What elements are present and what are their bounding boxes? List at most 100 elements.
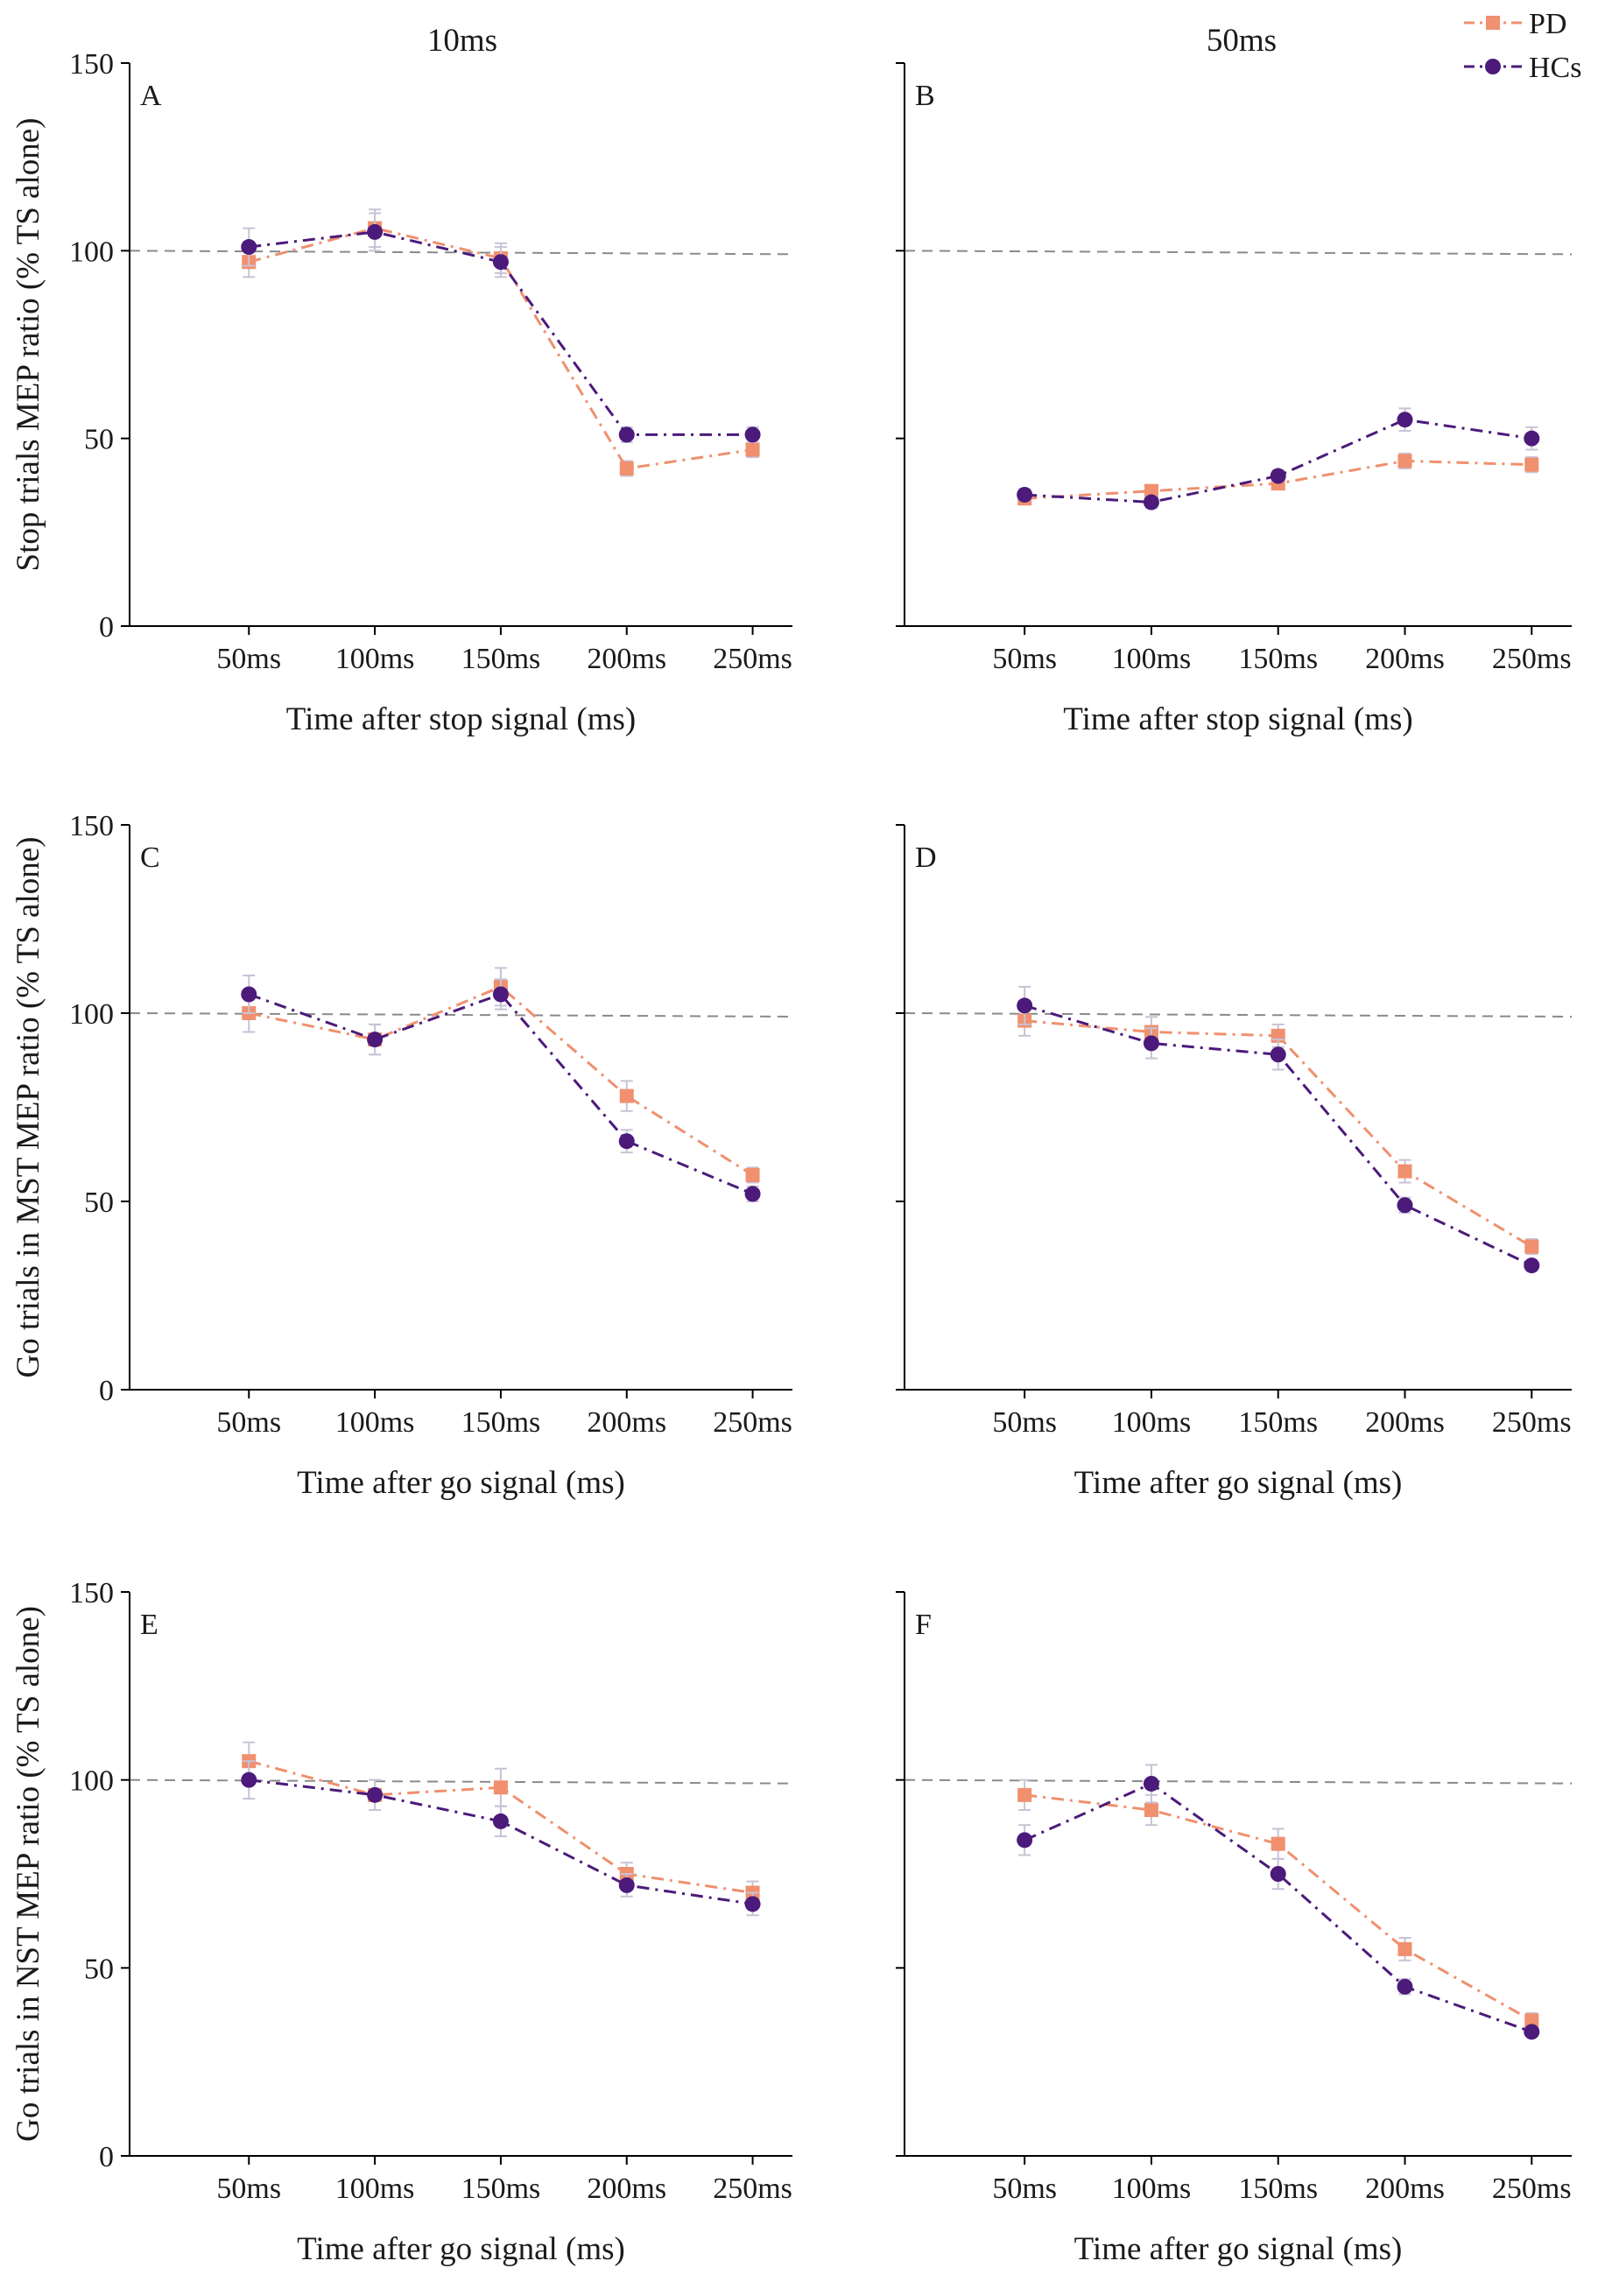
data-point-hcs — [744, 426, 761, 443]
panel-label-f: F — [915, 1609, 932, 1641]
data-point-hcs — [1017, 1832, 1033, 1849]
x-tick-label: 250ms — [713, 1406, 792, 1439]
x-tick-label: 50ms — [992, 2173, 1057, 2205]
panel-a: 0 50 100 150 50ms 100ms 150ms 200ms 250ms Time af… — [11, 48, 793, 737]
series-hcs — [1017, 985, 1540, 1274]
data-point-pd — [1524, 457, 1539, 472]
series-hcs — [241, 1760, 761, 1917]
x-tick-label: 100ms — [335, 1406, 415, 1439]
data-point-hcs — [1143, 494, 1159, 511]
data-point-hcs — [241, 986, 257, 1003]
series-line — [1024, 1793, 1533, 2022]
x-tick-label: 250ms — [713, 2173, 792, 2205]
data-point-hcs — [367, 1786, 384, 1803]
reference-line-100 — [129, 1778, 793, 1785]
series-hcs — [1017, 1764, 1540, 2040]
data-point-pd — [1524, 2013, 1539, 2028]
reference-line-100 — [904, 1778, 1573, 1785]
panel-label-e: E — [140, 1609, 158, 1641]
x-tick-label: 200ms — [1365, 643, 1445, 675]
x-tick-label: 150ms — [1238, 643, 1318, 675]
x-tick-label: 50ms — [992, 1406, 1057, 1439]
panel-label-b: B — [915, 80, 935, 112]
reference-line-100 — [129, 1012, 793, 1018]
data-point-hcs — [1143, 1035, 1159, 1052]
legend-pd-marker — [1486, 16, 1500, 30]
data-point-hcs — [744, 1896, 761, 1912]
data-point-pd — [1017, 1787, 1032, 1802]
x-tick-label: 200ms — [587, 1406, 666, 1439]
panel-label-c: C — [140, 842, 160, 874]
data-point-hcs — [618, 426, 635, 443]
x-tick-label: 200ms — [1365, 2173, 1445, 2205]
data-point-hcs — [1017, 997, 1033, 1014]
data-point-hcs — [492, 254, 509, 271]
data-point-hcs — [1143, 1775, 1159, 1792]
x-tick-label: 250ms — [1492, 1406, 1572, 1439]
legend-pd-label: PD — [1529, 8, 1566, 40]
legend-hcs-marker — [1485, 59, 1501, 74]
x-tick-label: 250ms — [1492, 643, 1572, 675]
series-hcs — [241, 212, 761, 443]
y-tick-label: 150 — [69, 1577, 114, 1609]
data-point-hcs — [618, 1877, 635, 1893]
data-point-pd — [1397, 1164, 1412, 1179]
data-point-pd — [745, 442, 760, 457]
x-tick-label: 150ms — [461, 2173, 541, 2205]
x-tick-label: 150ms — [1238, 1406, 1318, 1439]
y-axis-title: Go trials in MST MEP ratio (% TS alone) — [11, 837, 46, 1378]
data-point-pd — [1271, 1836, 1285, 1851]
reference-line-100 — [129, 250, 793, 256]
series-pd — [1017, 1778, 1539, 2030]
data-point-hcs — [1270, 1046, 1286, 1063]
legend: PD HCs — [1464, 8, 1581, 84]
data-point-hcs — [1270, 1866, 1286, 1882]
y-tick-label: 50 — [84, 424, 114, 456]
legend-hcs-label: HCs — [1529, 52, 1581, 84]
data-point-pd — [1397, 1941, 1412, 1956]
y-axis-title: Go trials in NST MEP ratio (% TS alone) — [11, 1606, 46, 2142]
data-point-hcs — [1524, 430, 1540, 447]
data-point-hcs — [492, 986, 509, 1003]
panel-e: 0 50 100 150 50ms 100ms 150ms 200ms 250ms Time af… — [11, 1577, 793, 2267]
x-tick-label: 50ms — [216, 2173, 281, 2205]
x-tick-label: 100ms — [1112, 2173, 1192, 2205]
data-point-pd — [1144, 483, 1158, 498]
y-tick-label: 0 — [99, 2141, 114, 2173]
x-tick-label: 100ms — [335, 643, 415, 675]
panels: 0 50 100 150 50ms 100ms 150ms 200ms 250ms Time af… — [11, 48, 1573, 2267]
data-point-pd — [493, 1780, 508, 1795]
panel-label-d: D — [915, 842, 937, 874]
x-axis-title: Time after stop signal (ms) — [286, 701, 636, 737]
data-point-hcs — [1397, 1978, 1413, 1995]
x-tick-label: 200ms — [587, 643, 666, 675]
column-title-50ms: 50ms — [1207, 23, 1277, 59]
data-point-hcs — [1524, 1257, 1540, 1274]
x-axis-title: Time after go signal (ms) — [1074, 1465, 1403, 1501]
panel-b: 50ms 100ms 150ms 200ms 250ms Time after stop … — [896, 62, 1573, 737]
panel-label-a: A — [140, 80, 162, 112]
x-tick-label: 150ms — [1238, 2173, 1318, 2205]
data-point-hcs — [1017, 486, 1033, 503]
data-point-pd — [745, 1167, 760, 1182]
data-point-pd — [1144, 1803, 1158, 1818]
y-tick-label: 0 — [99, 1375, 114, 1407]
x-tick-label: 200ms — [587, 2173, 666, 2205]
x-tick-label: 150ms — [461, 1406, 541, 1439]
x-tick-label: 50ms — [216, 643, 281, 675]
x-tick-label: 250ms — [1492, 2173, 1572, 2205]
column-title-10ms: 10ms — [427, 23, 497, 59]
series-line — [248, 992, 754, 1195]
y-tick-label: 100 — [69, 236, 114, 268]
reference-line-100 — [904, 1012, 1573, 1018]
series-hcs — [241, 975, 761, 1202]
x-tick-label: 150ms — [461, 643, 541, 675]
panel-d: 50ms 100ms 150ms 200ms 250ms Time after go si… — [896, 824, 1573, 1501]
data-point-hcs — [241, 239, 257, 256]
y-tick-label: 50 — [84, 1187, 114, 1219]
y-tick-label: 0 — [99, 611, 114, 644]
x-tick-label: 250ms — [713, 643, 792, 675]
data-point-pd — [619, 1088, 634, 1103]
data-point-hcs — [618, 1133, 635, 1150]
